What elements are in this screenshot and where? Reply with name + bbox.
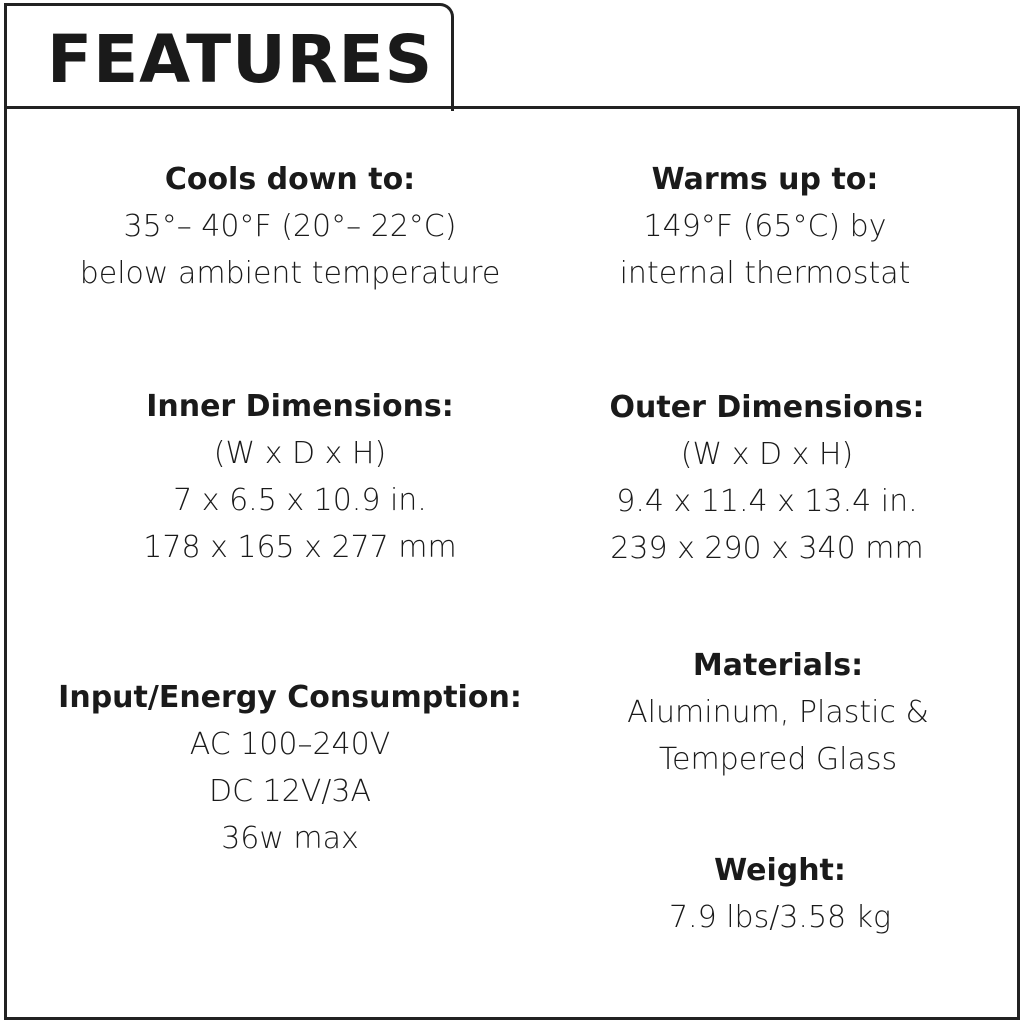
feature-line: 178 x 165 x 277 mm <box>143 530 457 565</box>
feature-title: Inner Dimensions: <box>146 389 454 424</box>
feature-line: 239 x 290 x 340 mm <box>610 531 924 566</box>
feature-line: (W x D x H) <box>680 437 854 472</box>
feature-line: below ambient temperature <box>79 256 501 291</box>
feature-line: 149°F (65°C) by <box>643 209 887 244</box>
feature-line: 9.4 x 11.4 x 13.4 in. <box>616 484 918 519</box>
feature-line: AC 100–240V <box>189 727 391 762</box>
feature-line: Aluminum, Plastic & <box>627 695 929 730</box>
feature: Inner Dimensions: (W x D x H) 7 x 6.5 x 10… <box>50 383 550 571</box>
feature-line: 35°– 40°F (20°– 22°C) <box>123 209 457 244</box>
feature-title: Input/Energy Consumption: <box>58 680 522 715</box>
feature-title: Materials: <box>692 648 864 683</box>
feature-line: internal thermostat <box>619 256 911 291</box>
feature-line: DC 12V/3A <box>209 774 371 809</box>
feature: Input/Energy Consumption: AC 100–240V DC 1… <box>40 674 540 862</box>
feature: Cools down to: 35°– 40°F (20°– 22°C) below… <box>40 156 540 297</box>
feature-title: Cools down to: <box>164 162 416 197</box>
feature-line: (W x D x H) <box>213 436 387 471</box>
feature: Materials: Aluminum, Plastic & Tempered Gl… <box>528 642 1024 783</box>
feature-line: 36w max <box>221 821 359 856</box>
feature: Weight: 7.9 lbs/3.58 kg <box>530 847 1024 941</box>
feature: Outer Dimensions: (W x D x H) 9.4 x 11.4 x… <box>517 384 1017 572</box>
feature-line: 7.9 lbs/3.58 kg <box>668 900 892 935</box>
feature: Warms up to: 149°F (65°C) by internal ther… <box>515 156 1015 297</box>
feature-title: Weight: <box>714 853 846 888</box>
feature-line: Tempered Glass <box>658 742 898 777</box>
header-title: FEATURES <box>47 21 434 98</box>
feature-line: 7 x 6.5 x 10.9 in. <box>173 483 427 518</box>
feature-title: Warms up to: <box>651 162 879 197</box>
feature-title: Outer Dimensions: <box>609 390 925 425</box>
header-tab: FEATURES <box>4 3 454 111</box>
features-box <box>4 106 1020 1020</box>
